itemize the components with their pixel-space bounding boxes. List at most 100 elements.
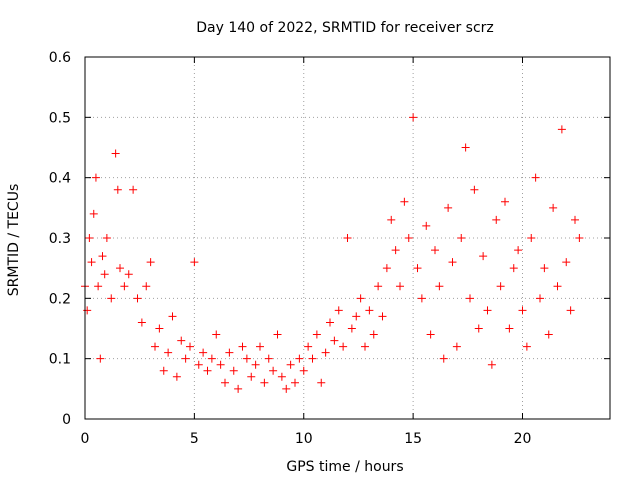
data-point [382, 264, 391, 273]
data-point [129, 185, 138, 194]
data-point [247, 372, 256, 381]
y-tick-label: 0.4 [49, 171, 71, 187]
data-point [540, 264, 549, 273]
data-point [527, 234, 536, 242]
data-point [133, 294, 142, 303]
data-point [286, 360, 295, 369]
y-tick-label: 0.2 [49, 291, 71, 307]
data-point [452, 342, 461, 351]
data-point [256, 342, 264, 351]
data-point [492, 215, 501, 224]
data-point [365, 306, 374, 315]
data-point [387, 215, 396, 224]
data-point [91, 173, 100, 182]
data-point [151, 342, 159, 351]
data-point [164, 348, 173, 357]
data-point [474, 324, 483, 333]
data-point [404, 234, 413, 242]
data-point [207, 354, 216, 363]
data-point [409, 113, 418, 122]
data-point [85, 234, 94, 242]
data-point [116, 264, 124, 273]
data-point [575, 234, 584, 242]
data-point [96, 354, 105, 363]
data-point [496, 282, 505, 291]
data-point [514, 246, 523, 255]
data-points [81, 113, 584, 393]
x-tick-label: 5 [190, 431, 199, 447]
data-point [282, 384, 291, 393]
data-point [487, 360, 496, 369]
data-point [238, 342, 247, 351]
data-point [251, 360, 260, 369]
data-point [304, 342, 313, 351]
data-point [168, 312, 177, 321]
data-point [553, 282, 562, 291]
data-point [277, 372, 286, 381]
data-point [242, 354, 251, 363]
data-point [89, 209, 98, 218]
data-point [444, 203, 453, 212]
data-point [317, 378, 326, 387]
chart-title: Day 140 of 2022, SRMTID for receiver scr… [196, 20, 494, 36]
x-tick-label: 20 [514, 431, 532, 447]
data-point [426, 330, 435, 339]
data-point [94, 282, 103, 291]
data-point [557, 125, 566, 134]
data-point [457, 234, 466, 242]
data-point [417, 294, 426, 303]
x-tick-label: 0 [81, 431, 90, 447]
data-point [343, 234, 352, 242]
data-point [177, 336, 186, 345]
data-point [98, 252, 107, 261]
data-point [435, 282, 444, 291]
x-axis-label: GPS time / hours [286, 459, 403, 475]
data-point [330, 336, 339, 345]
data-point [260, 378, 269, 387]
data-point [479, 252, 488, 261]
data-point [194, 360, 203, 369]
data-point [100, 270, 109, 279]
data-point [308, 354, 317, 363]
data-point [102, 234, 111, 242]
data-point [120, 282, 129, 291]
data-point [203, 366, 212, 375]
data-point [431, 246, 439, 255]
data-point [448, 258, 457, 267]
data-point [225, 348, 234, 357]
data-point [509, 264, 518, 273]
data-point [413, 264, 422, 273]
data-point [562, 258, 571, 267]
data-point [361, 342, 369, 351]
data-point [374, 282, 383, 291]
data-point [422, 221, 431, 230]
data-point [186, 342, 194, 351]
data-point [234, 384, 243, 393]
data-point [501, 197, 509, 206]
data-point [536, 294, 544, 303]
plot-border [84, 56, 611, 420]
data-point [522, 342, 531, 351]
data-point [321, 348, 330, 357]
data-point [391, 246, 400, 255]
data-point [221, 378, 229, 387]
data-point [146, 258, 155, 267]
data-point [269, 366, 278, 375]
data-point [566, 306, 575, 315]
data-point [107, 294, 116, 303]
data-point [461, 143, 470, 152]
y-tick-label: 0.3 [49, 231, 71, 247]
x-tick-label: 15 [404, 431, 422, 447]
data-point [83, 306, 92, 315]
tick-labels: 0 5 10 15 20 0 0.1 0.2 0.3 0.4 0.5 0.6 [49, 50, 532, 447]
data-point [137, 318, 146, 327]
data-point [229, 366, 238, 375]
data-point [291, 378, 299, 387]
data-point [470, 185, 479, 194]
data-point [369, 330, 378, 339]
data-point [571, 215, 579, 224]
data-point [326, 318, 334, 327]
data-point [518, 306, 527, 315]
data-point [356, 294, 365, 303]
